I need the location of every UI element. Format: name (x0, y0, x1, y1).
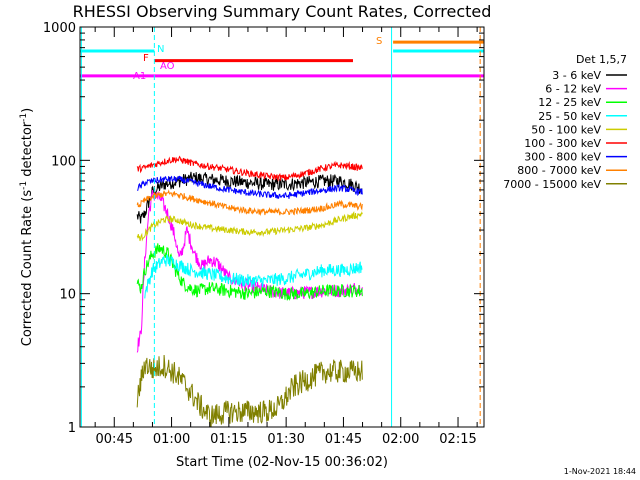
x-tick-label: 01:15 (210, 432, 247, 447)
x-tick-label: 02:15 (439, 432, 476, 447)
legend-label-2: 12 - 25 keV (538, 96, 601, 109)
flag-label-n: N (157, 44, 164, 55)
y-tick-label: 100 (51, 154, 76, 169)
y-axis: 1 10 100 1000 (43, 21, 484, 436)
x-axis-label: Start Time (02-Nov-15 00:36:02) (176, 455, 388, 470)
legend-label-4: 50 - 100 keV (531, 123, 601, 136)
x-tick-label: 01:00 (153, 432, 190, 447)
flag-label-s: S (376, 36, 382, 47)
series-line-2 (136, 243, 363, 301)
flags-layer: NF A1 AO S (80, 36, 484, 82)
x-tick-label: 01:45 (325, 432, 362, 447)
plot-frame (79, 26, 485, 428)
flag-label-ao: AO (160, 61, 175, 72)
legend-label-3: 25 - 50 keV (538, 110, 601, 123)
x-tick-label: 00:45 (96, 432, 133, 447)
legend-label-6: 300 - 800 keV (524, 151, 601, 164)
series-line-7 (136, 189, 363, 217)
series-line-4 (136, 211, 363, 242)
series-line-0 (136, 171, 363, 224)
series-line-6 (137, 175, 363, 200)
series-layer (136, 155, 363, 428)
footer-date: 1-Nov-2021 18:44 (564, 467, 636, 476)
chart-title: RHESSI Observing Summary Count Rates, Co… (73, 2, 492, 21)
y-axis-label: Corrected Count Rate (s-1 detector-1) (19, 108, 35, 346)
legend-label-0: 3 - 6 keV (552, 69, 601, 82)
series-line-5 (136, 155, 363, 182)
legend-label-7: 800 - 7000 keV (517, 164, 601, 177)
y-tick-label: 10 (59, 288, 76, 303)
x-tick-label: 02:00 (382, 432, 419, 447)
series-line-8 (136, 354, 363, 428)
series-line-3 (144, 254, 363, 299)
legend-label-1: 6 - 12 keV (545, 83, 601, 96)
series-line-1 (136, 190, 363, 353)
flag-label-f: F (143, 53, 149, 64)
legend-title: Det 1,5,7 (576, 53, 627, 66)
y-tick-label: 1000 (43, 21, 76, 36)
legend-label-8: 7000 - 15000 keV (503, 178, 601, 191)
legend-label-5: 100 - 300 keV (524, 137, 601, 150)
flag-label-a1: A1 (133, 71, 146, 82)
x-axis: 00:45 01:00 01:15 01:30 01:45 02:00 02:15 (94, 27, 478, 447)
vertical-markers (80, 27, 481, 427)
x-tick-label: 01:30 (267, 432, 304, 447)
y-tick-label: 1 (68, 421, 76, 436)
